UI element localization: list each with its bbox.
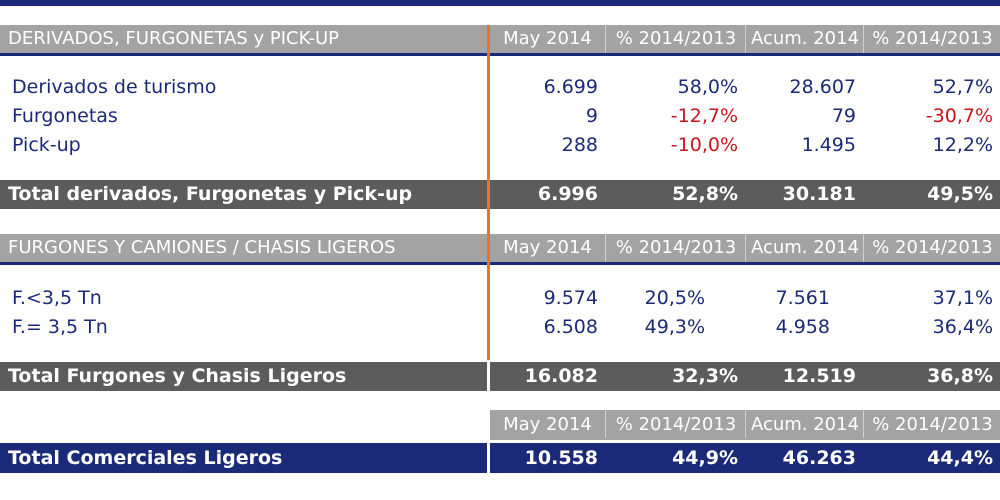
col-header-pct-acum: % 2014/2013 bbox=[863, 410, 1000, 438]
pct-value: -10,0% bbox=[670, 134, 738, 156]
acum-value: 79 bbox=[831, 105, 856, 127]
section2-header: FURGONES Y CAMIONES / CHASIS LIGEROS May… bbox=[0, 234, 1000, 265]
pct-acum-value: 52,7% bbox=[932, 76, 993, 98]
pct-acum-value: 36,8% bbox=[927, 365, 993, 387]
orange-divider bbox=[487, 25, 490, 360]
section1-total-row: Total derivados, Furgonetas y Pick-up 6.… bbox=[0, 180, 1000, 209]
col-header-acum: Acum. 2014 bbox=[745, 234, 864, 262]
may-value: 10.558 bbox=[524, 447, 598, 469]
section2-total-row: Total Furgones y Chasis Ligeros 16.082 3… bbox=[0, 362, 1000, 391]
may-value: 9.574 bbox=[543, 287, 598, 309]
pct-acum-value: 12,2% bbox=[932, 134, 993, 156]
section2-title: FURGONES Y CAMIONES / CHASIS LIGEROS bbox=[8, 237, 396, 258]
grand-total-header: May 2014 % 2014/2013 Acum. 2014 % 2014/2… bbox=[490, 410, 1000, 440]
pct-value: 52,8% bbox=[672, 183, 738, 205]
col-header-pct: % 2014/2013 bbox=[605, 25, 746, 53]
may-value: 6.508 bbox=[543, 316, 598, 338]
row-label: F.<3,5 Tn bbox=[12, 287, 102, 309]
pct-acum-value: 36,4% bbox=[932, 316, 993, 338]
pct-value: 20,5% bbox=[644, 287, 705, 309]
may-value: 288 bbox=[561, 134, 598, 156]
acum-value: 12.519 bbox=[782, 365, 856, 387]
acum-value: 7.561 bbox=[775, 287, 830, 309]
total-label: Total derivados, Furgonetas y Pick-up bbox=[8, 183, 413, 205]
acum-value: 28.607 bbox=[789, 76, 856, 98]
row-label: F.= 3,5 Tn bbox=[12, 316, 108, 338]
pct-value: 58,0% bbox=[677, 76, 738, 98]
pct-value: -12,7% bbox=[670, 105, 738, 127]
row-label: Pick-up bbox=[12, 134, 81, 156]
acum-value: 4.958 bbox=[775, 316, 830, 338]
pct-value: 49,3% bbox=[644, 316, 705, 338]
may-value: 6.996 bbox=[537, 183, 598, 205]
may-value: 16.082 bbox=[524, 365, 598, 387]
divider bbox=[487, 443, 490, 473]
may-value: 9 bbox=[585, 105, 598, 127]
col-header-may: May 2014 bbox=[488, 25, 606, 53]
section1-title: DERIVADOS, FURGONETAS y PICK-UP bbox=[8, 28, 340, 49]
pct-acum-value: -30,7% bbox=[925, 105, 993, 127]
row-label: Furgonetas bbox=[12, 105, 118, 127]
col-header-acum: Acum. 2014 bbox=[745, 410, 864, 438]
pct-value: 44,9% bbox=[672, 447, 738, 469]
may-value: 6.699 bbox=[543, 76, 598, 98]
acum-value: 30.181 bbox=[782, 183, 856, 205]
table-row: Pick-up 288 -10,0% 1.495 12,2% bbox=[0, 131, 1000, 160]
acum-value: 46.263 bbox=[782, 447, 856, 469]
total-label: Total Comerciales Ligeros bbox=[8, 447, 283, 469]
pct-acum-value: 44,4% bbox=[927, 447, 993, 469]
table-row: Furgonetas 9 -12,7% 79 -30,7% bbox=[0, 102, 1000, 131]
total-label: Total Furgones y Chasis Ligeros bbox=[8, 365, 347, 387]
col-header-pct: % 2014/2013 bbox=[605, 234, 746, 262]
table-row: F.<3,5 Tn 9.574 20,5% 7.561 37,1% bbox=[0, 284, 1000, 313]
col-header-pct-acum: % 2014/2013 bbox=[863, 25, 1000, 53]
divider bbox=[487, 362, 490, 391]
table-row: F.= 3,5 Tn 6.508 49,3% 4.958 36,4% bbox=[0, 313, 1000, 342]
top-bar bbox=[0, 0, 1000, 6]
section1-header: DERIVADOS, FURGONETAS y PICK-UP May 2014… bbox=[0, 25, 1000, 56]
acum-value: 1.495 bbox=[801, 134, 856, 156]
col-header-pct-acum: % 2014/2013 bbox=[863, 234, 1000, 262]
col-header-pct: % 2014/2013 bbox=[605, 410, 746, 438]
col-header-may: May 2014 bbox=[503, 414, 592, 435]
pct-acum-value: 37,1% bbox=[932, 287, 993, 309]
pct-value: 32,3% bbox=[672, 365, 738, 387]
grand-total-row: Total Comerciales Ligeros 10.558 44,9% 4… bbox=[0, 443, 1000, 473]
row-label: Derivados de turismo bbox=[12, 76, 217, 98]
col-header-may: May 2014 bbox=[488, 234, 606, 262]
col-header-acum: Acum. 2014 bbox=[745, 25, 864, 53]
pct-acum-value: 49,5% bbox=[927, 183, 993, 205]
table-row: Derivados de turismo 6.699 58,0% 28.607 … bbox=[0, 73, 1000, 102]
